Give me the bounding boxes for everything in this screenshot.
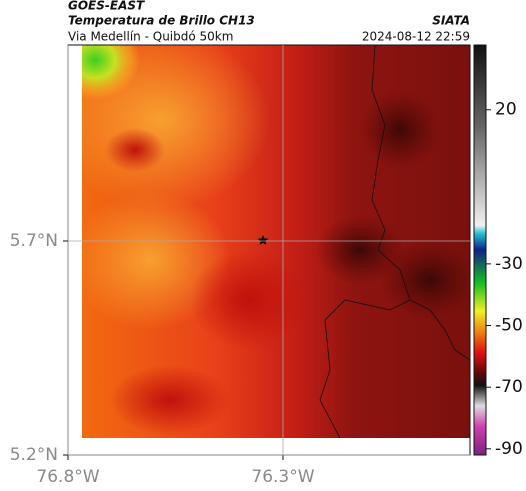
y-tick-label: 5.7°N: [10, 231, 58, 251]
x-tick-label: 76.8°W: [36, 467, 99, 487]
colorbar-tick-label: 20: [495, 100, 517, 120]
y-tick-label: 5.2°N: [10, 445, 58, 465]
colorbar-tick-label: -50: [495, 316, 523, 336]
colorbar-tick-label: -70: [495, 377, 523, 397]
colorbar-tick-label: -90: [495, 439, 523, 459]
datetime: 2024-08-12 22:59: [362, 30, 470, 44]
source: GOES-EAST: [68, 0, 145, 13]
colorbar-tick-label: -30: [495, 254, 523, 274]
temperature-field: [82, 45, 470, 438]
title: Temperatura de Brillo CH13: [68, 14, 255, 28]
org: SIATA: [432, 14, 470, 28]
subtitle: Via Medellín - Quibdó 50km: [68, 30, 233, 44]
x-tick-label: 76.3°W: [251, 467, 314, 487]
colorbar: [473, 44, 487, 456]
location-marker: [257, 235, 269, 245]
